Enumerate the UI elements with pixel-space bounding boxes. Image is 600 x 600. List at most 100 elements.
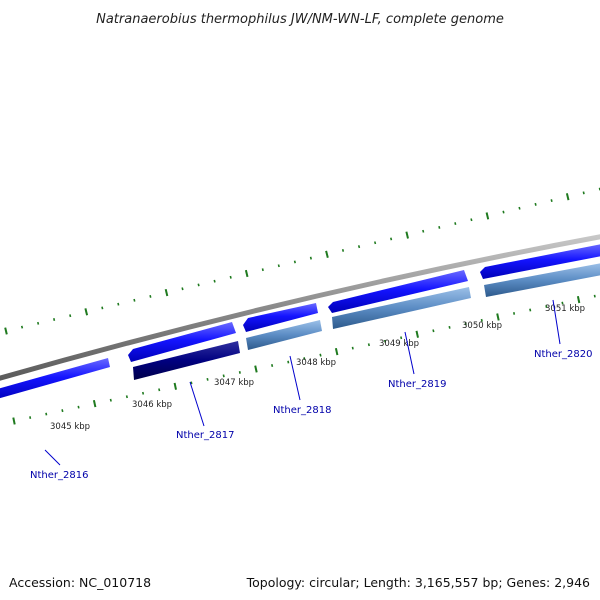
major-tick (325, 250, 329, 258)
gene-leader-line (552, 299, 561, 345)
minor-tick (534, 202, 537, 206)
minor-tick (374, 241, 377, 245)
minor-tick (101, 306, 104, 310)
gene-arrow-forward (128, 322, 236, 362)
minor-tick (582, 191, 585, 195)
minor-tick (550, 199, 553, 202)
tick-label: 3046 kbp (132, 400, 172, 410)
tick-labels: 3045 kbp 3046 kbp 3047 kbp 3048 kbp 3049… (50, 304, 585, 432)
gene-leader-line (44, 449, 61, 466)
inner-tick-ruler (12, 294, 596, 425)
minor-tick (480, 318, 483, 322)
major-tick (84, 308, 89, 316)
gene-label: Nther_2819 (388, 379, 446, 390)
reverse-strand-track (133, 263, 600, 380)
gene-labels: Nther_2816 Nther_2817 Nther_2818 Nther_2… (30, 349, 592, 481)
minor-tick (222, 374, 225, 378)
minor-tick (277, 264, 280, 268)
minor-tick (261, 268, 264, 272)
gene-arrow-forward (0, 358, 110, 399)
gene-label: Nther_2820 (534, 349, 592, 360)
accession-text: Accession: NC_010718 (9, 575, 151, 590)
major-tick (4, 327, 8, 335)
major-tick (405, 231, 409, 239)
minor-tick (190, 381, 193, 385)
minor-tick (117, 302, 120, 306)
gene-bar-reverse (133, 341, 240, 380)
minor-tick (432, 329, 435, 333)
gene-leader-lines (44, 299, 561, 466)
minor-tick (149, 295, 152, 298)
major-tick (496, 313, 500, 321)
minor-tick (109, 398, 112, 402)
gene-arrow-forward (480, 244, 600, 279)
forward-strand-track (0, 244, 600, 399)
gene-leader-line (289, 355, 301, 401)
minor-tick (229, 275, 232, 279)
minor-tick (593, 294, 596, 298)
minor-tick (438, 226, 441, 229)
major-tick (576, 295, 581, 304)
minor-tick (351, 346, 354, 350)
tick-label: 3050 kbp (462, 321, 502, 331)
major-tick (164, 288, 169, 297)
gene-label: Nther_2818 (273, 405, 331, 416)
minor-tick (529, 308, 532, 312)
minor-tick (77, 405, 80, 409)
minor-tick (513, 312, 516, 315)
gene-label: Nther_2816 (30, 470, 88, 481)
minor-tick (238, 371, 241, 374)
minor-tick (502, 210, 505, 214)
major-tick (12, 417, 16, 425)
minor-tick (319, 353, 322, 357)
tick-label: 3045 kbp (50, 422, 90, 432)
minor-tick (37, 321, 40, 325)
genome-backbone (0, 234, 600, 381)
map-title: Natranaerobius thermophilus JW/NM-WN-LF,… (96, 12, 504, 27)
tick-label: 3049 kbp (379, 339, 419, 349)
minor-tick (20, 325, 24, 329)
gene-arrow-forward (328, 270, 468, 313)
minor-tick (400, 336, 403, 340)
gene-bar-reverse (246, 320, 322, 350)
gene-leader-line (404, 331, 415, 375)
minor-tick (518, 206, 521, 210)
minor-tick (69, 314, 72, 318)
minor-tick (422, 229, 425, 233)
minor-tick (197, 283, 200, 287)
minor-tick (303, 357, 306, 360)
minor-tick (383, 339, 387, 343)
minor-tick (470, 218, 473, 222)
minor-tick (206, 377, 209, 381)
minor-tick (125, 395, 128, 399)
minor-tick (545, 305, 548, 308)
minor-tick (357, 245, 361, 249)
major-tick (415, 330, 419, 338)
minor-tick (45, 412, 48, 416)
tick-label: 3051 kbp (545, 304, 585, 314)
minor-tick (271, 364, 274, 367)
major-tick (485, 212, 490, 220)
minor-tick (448, 325, 451, 329)
gene-bar-reverse (332, 287, 471, 329)
minor-tick (181, 287, 184, 291)
gene-arrow-forward (243, 303, 318, 332)
tick-label: 3047 kbp (214, 378, 254, 388)
minor-tick (309, 256, 312, 260)
major-tick (565, 193, 570, 201)
minor-tick (341, 249, 345, 252)
minor-tick (53, 318, 56, 321)
minor-tick (61, 409, 64, 413)
minor-tick (454, 222, 457, 225)
minor-tick (158, 388, 161, 392)
minor-tick (464, 322, 467, 326)
minor-tick (561, 301, 564, 305)
major-tick (254, 365, 258, 373)
minor-tick (287, 360, 290, 364)
topology-text: Topology: circular; Length: 3,165,557 bp… (246, 575, 590, 590)
tick-label: 3048 kbp (296, 358, 336, 368)
major-tick (92, 399, 97, 408)
minor-tick (133, 298, 136, 302)
minor-tick (213, 279, 216, 283)
major-tick (334, 347, 339, 356)
